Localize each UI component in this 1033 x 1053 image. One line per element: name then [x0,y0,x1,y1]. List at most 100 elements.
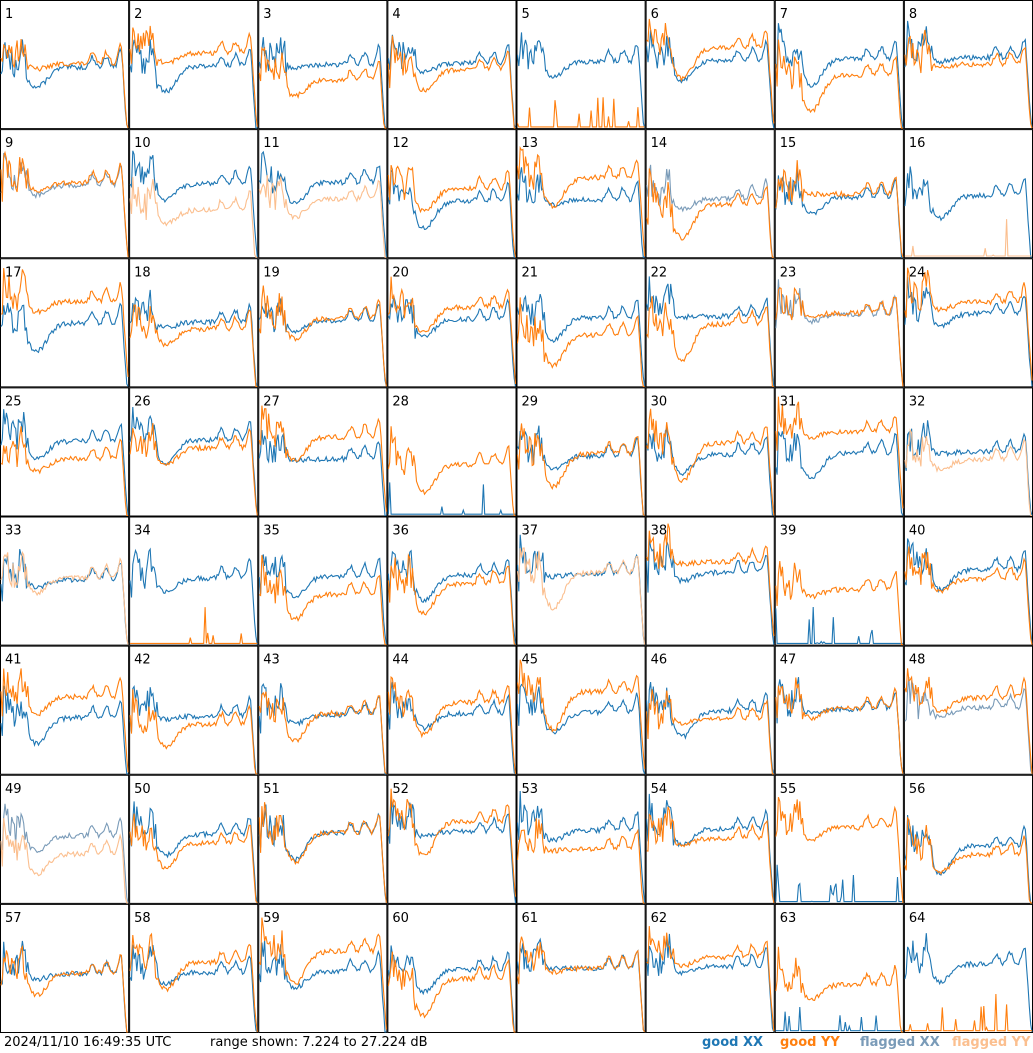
series-xx-line-46 [646,682,775,774]
panel-label-41: 41 [5,653,22,668]
panel-label-55: 55 [780,782,797,797]
panel-label-47: 47 [780,653,797,668]
series-yy-line-11 [258,175,387,258]
series-xx-line-17 [0,302,129,387]
panel-frame-15 [774,129,904,259]
series-xx-line-34 [129,547,258,645]
panel-frame-37 [516,516,646,646]
panel-label-1: 1 [5,7,13,22]
series-yy-line-6 [646,18,775,124]
panel-23: 23 [774,258,904,388]
series-yy-line-34 [130,607,258,644]
panel-frame-20 [387,258,517,388]
panel-15: 15 [774,129,904,259]
panel-frame-61 [516,903,646,1033]
panel-2: 2 [129,0,259,130]
panel-32: 32 [903,387,1033,517]
series-yy-line-17 [0,267,129,377]
series-xx-line-55 [775,864,903,903]
panel-frame-25 [0,387,130,517]
panel-frame-22 [645,258,775,388]
panel-27: 27 [258,387,388,517]
panel-12: 12 [387,129,517,259]
panel-label-35: 35 [263,524,280,539]
panel-frame-43 [258,645,388,775]
series-yy-line-38 [646,523,775,637]
panel-51: 51 [258,774,388,904]
series-yy-line-63 [775,946,903,1033]
panel-label-32: 32 [909,394,926,409]
series-xx-line-56 [904,814,1032,904]
panel-44: 44 [387,645,517,775]
panel-label-56: 56 [909,782,926,797]
panel-label-61: 61 [522,911,539,926]
panel-8: 8 [903,0,1033,130]
series-yy-line-26 [129,423,258,516]
series-yy-line-39 [775,561,903,646]
panel-label-38: 38 [651,524,668,539]
series-yy-line-12 [387,165,517,258]
panel-frame-6 [645,0,775,130]
series-yy-line-51 [258,802,387,903]
panel-frame-45 [516,645,646,775]
panel-label-13: 13 [522,136,539,151]
series-xx-line-62 [646,933,775,1033]
series-yy-line-1 [0,38,129,129]
panel-31: 31 [774,387,904,517]
panel-label-20: 20 [392,265,409,280]
panel-label-50: 50 [134,782,151,797]
panel-frame-57 [0,903,130,1033]
panel-frame-50 [129,774,259,904]
panel-frame-16 [903,129,1033,259]
series-yy-line-50 [129,813,258,904]
series-yy-line-40 [904,546,1033,645]
panel-label-2: 2 [134,7,142,22]
panel-label-63: 63 [780,911,797,926]
panel-38: 38 [645,516,775,646]
panel-40: 40 [903,516,1033,646]
panel-label-3: 3 [263,7,271,22]
panel-frame-30 [645,387,775,517]
panel-frame-12 [387,129,517,259]
panel-6: 6 [645,0,775,130]
series-yy-line-60 [387,951,516,1033]
panel-62: 62 [645,903,775,1033]
panel-4: 4 [387,0,517,130]
series-xx-line-18 [129,289,258,387]
panel-label-43: 43 [263,653,280,668]
panel-label-15: 15 [780,136,797,151]
series-yy-line-44 [387,676,517,774]
panel-label-16: 16 [909,136,926,151]
series-yy-line-8 [904,29,1033,129]
series-yy-line-10 [129,177,258,258]
panel-frame-11 [258,129,388,259]
panel-label-21: 21 [522,265,539,280]
panel-45: 45 [516,645,646,775]
series-xx-line-53 [516,790,646,903]
panel-frame-13 [516,129,646,259]
panel-frame-29 [516,387,646,517]
panel-24: 24 [903,258,1033,388]
panel-55: 55 [774,774,904,904]
panel-frame-44 [387,645,517,775]
panel-3: 3 [258,0,388,130]
panel-label-4: 4 [392,7,400,22]
panel-label-62: 62 [651,911,668,926]
series-xx-line-8 [904,20,1033,129]
series-yy-line-16 [904,219,1032,257]
panel-label-49: 49 [5,782,22,797]
series-xx-line-20 [387,295,517,387]
panel-29: 29 [516,387,646,517]
series-xx-line-38 [646,537,775,645]
series-yy-line-15 [775,160,904,258]
series-yy-line-20 [387,276,517,384]
series-xx-line-12 [387,168,516,258]
series-xx-line-3 [258,37,387,129]
panel-label-64: 64 [909,911,926,926]
series-xx-line-48 [904,676,1033,774]
series-xx-line-40 [904,538,1033,644]
series-xx-line-13 [516,167,645,258]
series-yy-line-23 [775,286,904,387]
panel-frame-35 [258,516,388,646]
series-yy-line-49 [0,818,129,904]
